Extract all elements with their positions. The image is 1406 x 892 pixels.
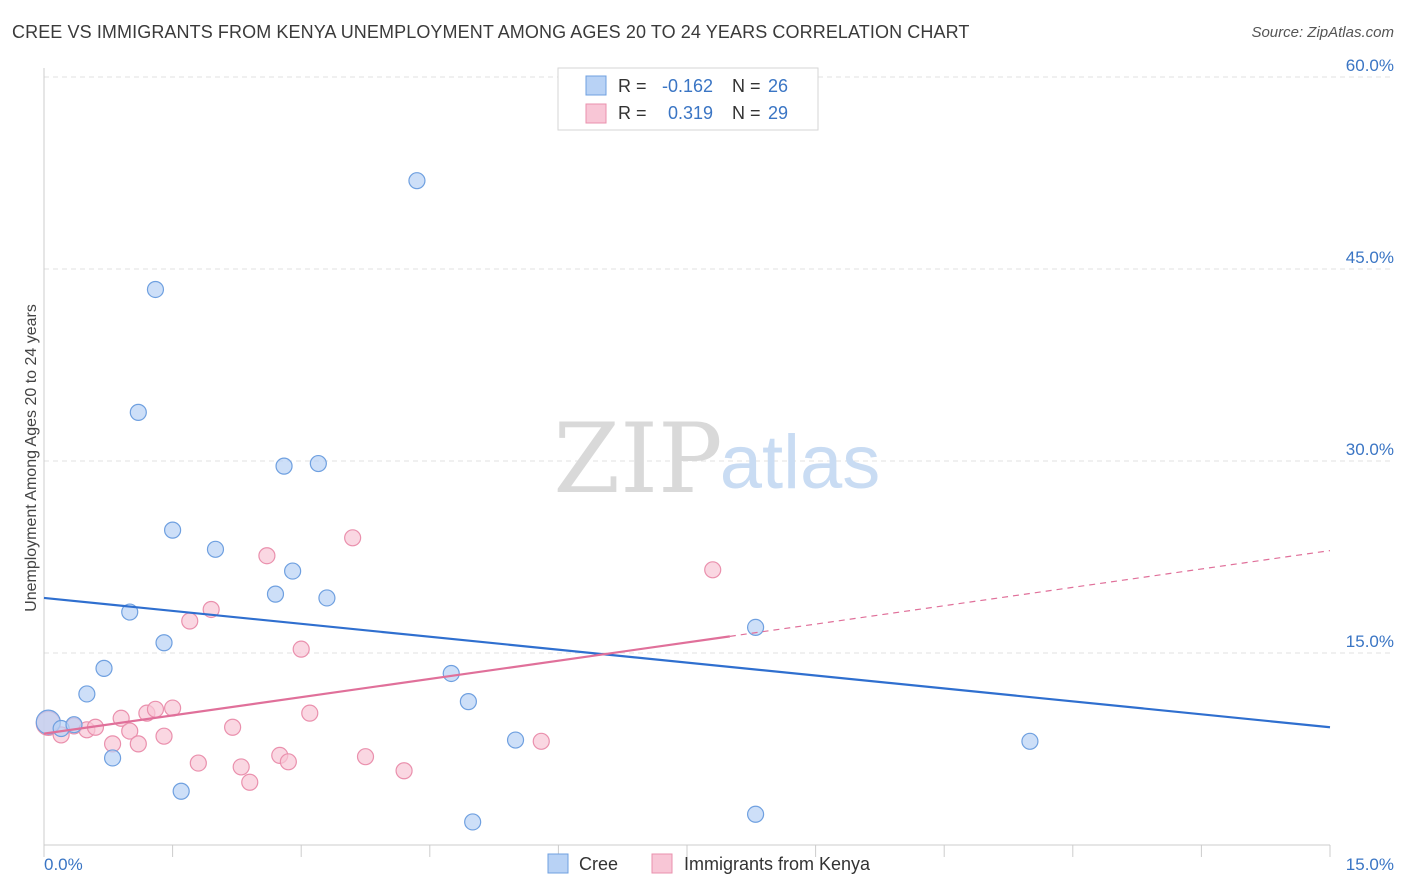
y-tick-label-45: 45.0% — [1346, 248, 1394, 267]
x-ticks — [43, 845, 1331, 857]
kenya-point-22 — [292, 640, 310, 658]
stats-legend: R = -0.162 N = 26 R = 0.319 N = 29 — [557, 67, 819, 131]
kenya-trend-line-extended — [729, 550, 1331, 637]
cree-point-25 — [1021, 732, 1039, 750]
legend-n-value-kenya: 29 — [768, 103, 788, 123]
watermark-atlas: atlas — [720, 420, 881, 505]
cree-point-7 — [129, 403, 147, 421]
cree-point-20 — [459, 693, 477, 711]
kenya-point-23 — [301, 704, 319, 722]
gridlines — [44, 76, 1394, 654]
cree-point-8 — [146, 280, 165, 299]
legend-n-label-cree: N = — [732, 76, 761, 96]
kenya-point-28 — [704, 561, 722, 579]
legend-n-value-cree: 26 — [768, 76, 788, 96]
source-label: Source: ZipAtlas.com — [1251, 24, 1394, 41]
cree-point-9 — [155, 634, 173, 652]
chart-title: CREE VS IMMIGRANTS FROM KENYA UNEMPLOYME… — [12, 22, 970, 42]
kenya-point-25 — [356, 748, 375, 766]
cree-point-4 — [95, 659, 113, 677]
x-tick-label-max: 15.0% — [1346, 855, 1394, 874]
cree-point-17 — [318, 589, 336, 607]
bottom-legend-swatch-cree — [547, 853, 569, 874]
kenya-point-27 — [532, 732, 550, 750]
cree-point-21 — [464, 813, 482, 831]
cree-trend-line — [43, 596, 1331, 729]
cree-point-5 — [103, 749, 122, 767]
y-tick-label-30: 30.0% — [1346, 440, 1394, 459]
bottom-legend-label-cree: Cree — [579, 854, 618, 874]
cree-point-3 — [78, 685, 96, 703]
cree-point-24 — [746, 618, 765, 637]
kenya-point-26 — [395, 762, 413, 780]
legend-n-label-kenya: N = — [732, 103, 761, 123]
legend-swatch-kenya — [585, 103, 607, 124]
bottom-legend-swatch-kenya — [651, 853, 673, 874]
kenya-point-24 — [344, 529, 362, 547]
kenya-point-13 — [181, 612, 199, 630]
trend-lines — [43, 550, 1331, 735]
legend-r-label-kenya: R = — [618, 103, 647, 123]
bottom-legend: Cree Immigrants from Kenya — [547, 853, 871, 874]
kenya-point-11 — [155, 727, 173, 745]
legend-swatch-cree — [585, 75, 607, 96]
kenya-point-21 — [279, 753, 297, 771]
cree-point-12 — [206, 540, 225, 558]
y-tick-labels: 15.0% 30.0% 45.0% 60.0% — [1346, 56, 1394, 651]
legend-r-value-kenya: 0.319 — [668, 103, 713, 123]
cree-point-15 — [284, 562, 302, 580]
cree-point-23 — [746, 805, 765, 823]
cree-series — [35, 172, 1039, 831]
kenya-point-18 — [241, 773, 259, 791]
watermark-zip: ZIP — [553, 403, 722, 515]
y-axis-title: Unemployment Among Ages 20 to 24 years — [23, 304, 40, 612]
kenya-point-10 — [146, 700, 165, 718]
cree-point-19 — [442, 664, 460, 683]
kenya-point-17 — [232, 758, 250, 776]
legend-r-value-cree: -0.162 — [662, 76, 713, 96]
cree-point-10 — [164, 521, 182, 539]
cree-point-13 — [266, 585, 285, 603]
cree-point-14 — [275, 457, 293, 475]
bottom-legend-label-kenya: Immigrants from Kenya — [684, 854, 871, 874]
cree-point-11 — [172, 782, 190, 800]
cree-point-16 — [309, 454, 327, 473]
cree-point-18 — [408, 172, 426, 190]
legend-r-label-cree: R = — [618, 76, 647, 96]
y-tick-label-15: 15.0% — [1346, 632, 1394, 651]
kenya-series — [35, 529, 722, 791]
kenya-point-19 — [258, 547, 276, 565]
kenya-point-16 — [224, 718, 242, 736]
kenya-point-14 — [189, 754, 207, 772]
kenya-point-7 — [121, 722, 139, 740]
kenya-point-8 — [129, 735, 147, 753]
kenya-trend-line — [43, 635, 731, 735]
x-tick-label-min: 0.0% — [44, 855, 83, 874]
y-tick-label-60: 60.0% — [1346, 56, 1394, 75]
cree-point-22 — [506, 731, 525, 749]
